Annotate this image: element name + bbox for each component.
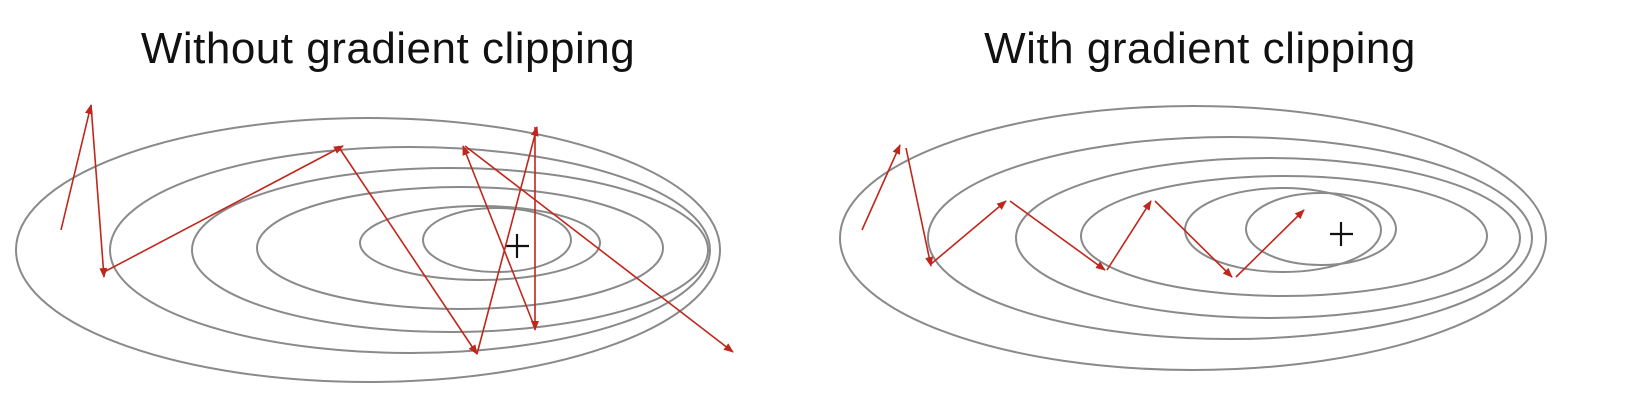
- panel-without-clipping: Without gradient clipping: [0, 0, 790, 418]
- panel-title-without-clipping: Without gradient clipping: [140, 24, 636, 73]
- left-optimum-plus-icon: [505, 234, 529, 258]
- left-contours: [15, 117, 721, 383]
- left-step-8: [464, 145, 734, 353]
- panel-with-clipping: With gradient clipping: [860, 0, 1648, 418]
- left-step-3: [103, 145, 344, 273]
- left-contour-6: [422, 207, 572, 273]
- left-step-1: [60, 104, 93, 231]
- right-contour-1: [839, 105, 1547, 371]
- left-step-4: [337, 145, 478, 355]
- right-step-6: [1154, 200, 1233, 278]
- left-step-7: [462, 145, 536, 329]
- left-step-5: [476, 126, 539, 355]
- right-contour-4: [1080, 175, 1488, 297]
- left-contour-3: [191, 167, 709, 333]
- right-step-3: [930, 200, 1007, 265]
- right-step-2: [905, 147, 934, 267]
- right-contour-6: [1245, 192, 1397, 266]
- right-optimum-plus-icon: [1330, 222, 1353, 246]
- left-step-2: [90, 104, 108, 278]
- left-update-steps: [60, 104, 734, 355]
- right-update-steps: [861, 144, 1305, 278]
- right-step-4: [1009, 200, 1106, 271]
- right-contour-3: [1015, 157, 1521, 319]
- left-contour-2: [109, 146, 711, 354]
- left-contour-5: [359, 205, 601, 281]
- right-step-1: [861, 144, 901, 231]
- left-contour-1: [15, 117, 721, 383]
- left-contour-4: [256, 186, 664, 310]
- right-contour-2: [927, 136, 1533, 340]
- right-step-7: [1235, 209, 1305, 278]
- right-step-5: [1106, 200, 1152, 271]
- panel-title-with-clipping: With gradient clipping: [984, 24, 1416, 73]
